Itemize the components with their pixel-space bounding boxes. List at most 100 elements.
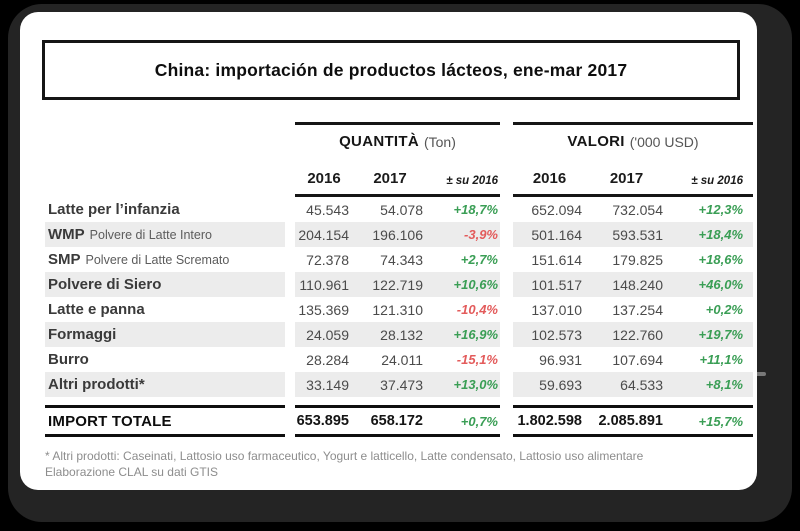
value-cell: 110.961	[295, 272, 353, 297]
table-body: Latte per l’infanzia 45.543 54.078 +18,7% 65…	[45, 197, 753, 397]
value-cell: 45.543	[306, 201, 349, 218]
gutter	[285, 247, 295, 272]
value-cell: 24.059	[295, 322, 353, 347]
value-cell: 204.154	[295, 222, 353, 247]
delta-cell: +2,7%	[460, 252, 498, 267]
gutter	[285, 272, 295, 297]
delta-cell: +18,7%	[453, 202, 498, 217]
value-cell: 137.010	[531, 301, 582, 318]
delta-cell: +46,0%	[667, 272, 753, 297]
row-label: Latte per l’infanzia	[48, 201, 180, 218]
value-cell: 151.614	[531, 251, 582, 268]
value-cell: 28.132	[353, 322, 427, 347]
value-cell: 28.284	[306, 351, 349, 368]
value-cell: 501.164	[513, 222, 586, 247]
gutter	[285, 297, 295, 322]
value-cell: 179.825	[612, 251, 663, 268]
value-cell: 24.011	[381, 351, 423, 368]
footnote-line-1: * Altri prodotti: Caseinati, Lattosio us…	[45, 449, 644, 463]
gutter	[500, 197, 513, 222]
delta-cell: +11,1%	[699, 352, 744, 367]
row-label-cell: Polvere di Siero	[45, 272, 285, 297]
value-cell: 64.533	[586, 372, 667, 397]
gutter	[285, 222, 295, 247]
delta-cell: +8,1%	[667, 372, 753, 397]
total-valori-delta: +15,7%	[667, 405, 753, 437]
valori-2017-header: 2017	[586, 158, 667, 197]
row-label-suffix: Polvere di Latte Scremato	[85, 252, 230, 267]
gutter	[285, 372, 295, 397]
frame-notch	[750, 372, 766, 376]
delta-cell: +12,3%	[698, 202, 743, 217]
row-label: Polvere di Siero	[48, 276, 162, 293]
value-cell: 122.760	[586, 322, 667, 347]
total-valori-2016: 1.802.598	[513, 405, 586, 437]
value-cell: 74.343	[380, 251, 423, 268]
valori-2016-header: 2016	[513, 158, 586, 197]
group-header-spacer	[45, 122, 295, 158]
value-cell: 652.094	[531, 201, 582, 218]
row-label-cell: Latte per l’infanzia	[45, 197, 285, 222]
group-name-valori: VALORI	[567, 133, 625, 150]
title-box: China: importación de productos lácteos,…	[42, 40, 740, 100]
value-cell: 59.693	[513, 372, 586, 397]
gutter	[500, 247, 513, 272]
delta-cell: +16,9%	[427, 322, 500, 347]
value-cell: 196.106	[353, 222, 427, 247]
group-name-quantita: QUANTITÀ	[339, 133, 419, 150]
total-quantita-2017: 658.172	[353, 405, 427, 437]
delta-cell: +19,7%	[667, 322, 753, 347]
quantita-2017-header: 2017	[353, 158, 427, 197]
delta-cell: +18,4%	[667, 222, 753, 247]
footnote: * Altri prodotti: Caseinati, Lattosio us…	[45, 449, 745, 481]
table-row: Burro 28.284 24.011 -15,1% 96.931 107.694 +11,…	[45, 347, 753, 372]
delta-cell: +13,0%	[427, 372, 500, 397]
table-row: Polvere di Siero 110.961 122.719 +10,6% 101.…	[45, 272, 753, 297]
row-label: SMP	[48, 251, 81, 268]
total-row: IMPORT TOTALE 653.895 658.172 +0,7% 1.80…	[45, 405, 753, 437]
table-row: Altri prodotti* 33.149 37.473 +13,0% 59.693 6…	[45, 372, 753, 397]
value-cell: 37.473	[353, 372, 427, 397]
table-row: WMP Polvere di Latte Intero 204.154 196.106…	[45, 222, 753, 247]
group-header-valori: VALORI ('000 USD)	[513, 122, 753, 158]
total-label: IMPORT TOTALE	[48, 412, 172, 430]
group-unit-quantita: (Ton)	[423, 133, 456, 150]
gutter	[285, 405, 295, 437]
row-label-cell: Burro	[45, 347, 285, 372]
value-cell: 593.531	[586, 222, 667, 247]
group-header-quantita: QUANTITÀ (Ton)	[295, 122, 500, 158]
gutter	[285, 347, 295, 372]
row-label: Altri prodotti*	[48, 376, 145, 393]
value-cell: 101.517	[513, 272, 586, 297]
page-title: China: importación de productos lácteos,…	[154, 59, 628, 80]
value-cell: 121.310	[372, 301, 423, 318]
total-quantita-2016: 653.895	[295, 405, 353, 437]
value-cell: 33.149	[295, 372, 353, 397]
group-unit-valori: ('000 USD)	[629, 133, 699, 150]
quantita-delta-header: ± su 2016	[427, 158, 500, 197]
total-valori-2017: 2.085.891	[586, 405, 667, 437]
group-gutter	[500, 158, 513, 197]
delta-cell: +18,6%	[698, 252, 743, 267]
group-gutter	[500, 122, 513, 158]
gutter	[500, 322, 513, 347]
value-cell: 107.694	[612, 351, 663, 368]
delta-cell: -10,4%	[456, 302, 498, 317]
footnote-line-2: Elaborazione CLAL su dati GTIS	[45, 464, 218, 479]
column-group-header-row: QUANTITÀ (Ton) VALORI ('000 USD)	[45, 122, 753, 158]
value-cell: 102.573	[513, 322, 586, 347]
quantita-2016-header: 2016	[295, 158, 353, 197]
table-row: SMP Polvere di Latte Scremato 72.378 74.343…	[45, 247, 753, 272]
import-table: QUANTITÀ (Ton) VALORI ('000 USD) 2016 20…	[45, 122, 753, 437]
year-header-spacer	[45, 158, 295, 197]
table-row: Formaggi 24.059 28.132 +16,9% 102.573 122.760…	[45, 322, 753, 347]
row-label: Latte e panna	[48, 301, 145, 318]
gutter	[285, 322, 295, 347]
value-cell: 122.719	[353, 272, 427, 297]
gutter	[285, 197, 295, 222]
gutter	[500, 372, 513, 397]
value-cell: 732.054	[612, 201, 663, 218]
gutter	[500, 297, 513, 322]
row-label-cell: Formaggi	[45, 322, 285, 347]
row-label-cell: Altri prodotti*	[45, 372, 285, 397]
